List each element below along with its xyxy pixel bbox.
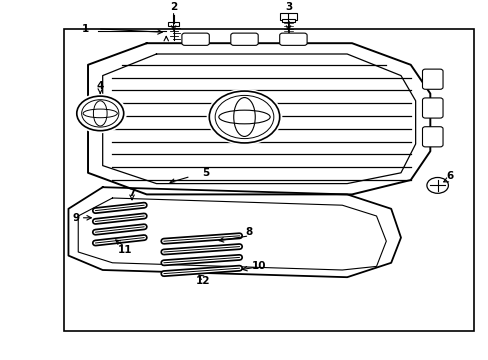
FancyBboxPatch shape <box>422 69 442 89</box>
Text: 10: 10 <box>251 261 266 271</box>
Bar <box>281 19 295 22</box>
Text: 11: 11 <box>117 245 132 255</box>
Text: 3: 3 <box>285 2 291 12</box>
FancyBboxPatch shape <box>182 33 209 45</box>
Circle shape <box>207 90 281 144</box>
Text: 4: 4 <box>96 81 104 91</box>
Bar <box>279 13 297 20</box>
FancyBboxPatch shape <box>230 33 258 45</box>
Circle shape <box>74 94 126 132</box>
Text: 9: 9 <box>72 213 79 223</box>
Text: 1: 1 <box>82 24 89 34</box>
Bar <box>167 22 179 26</box>
Polygon shape <box>102 54 415 184</box>
Text: 2: 2 <box>170 2 177 12</box>
FancyBboxPatch shape <box>422 127 442 147</box>
Text: 5: 5 <box>202 168 208 178</box>
FancyBboxPatch shape <box>422 98 442 118</box>
Circle shape <box>426 177 447 193</box>
Circle shape <box>424 176 449 195</box>
Text: 7: 7 <box>128 188 136 198</box>
FancyBboxPatch shape <box>279 33 306 45</box>
Text: 12: 12 <box>195 276 210 286</box>
Text: 8: 8 <box>245 227 252 237</box>
Text: 6: 6 <box>446 171 452 181</box>
Polygon shape <box>68 187 400 277</box>
Bar <box>63 29 473 331</box>
